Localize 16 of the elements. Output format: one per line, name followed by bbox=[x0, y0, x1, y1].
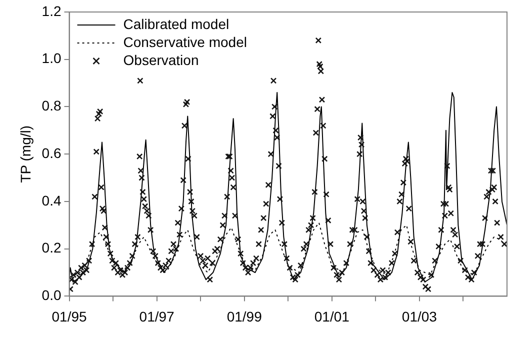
y-tick-label: 1.2 bbox=[42, 2, 62, 19]
y-tick-label: 0.0 bbox=[42, 287, 62, 304]
y-tick-label: 0.4 bbox=[42, 192, 62, 208]
y-axis-title: TP (mg/l) bbox=[17, 125, 34, 183]
legend-label: Calibrated model bbox=[123, 16, 230, 32]
y-tick-label: 0.2 bbox=[42, 240, 62, 256]
y-tick-label: 0.6 bbox=[42, 144, 62, 161]
x-tick-label: 01/03 bbox=[402, 308, 438, 324]
x-tick-label: 01/95 bbox=[52, 308, 87, 324]
legend-label: Conservative model bbox=[123, 34, 247, 50]
x-tick-label: 01/99 bbox=[226, 308, 262, 324]
y-tick-label: 0.8 bbox=[42, 98, 62, 114]
x-tick-label: 01/01 bbox=[314, 308, 350, 324]
x-tick-label: 01/97 bbox=[139, 308, 175, 324]
y-tick-label: 1.0 bbox=[42, 50, 62, 66]
legend-label: Observation bbox=[123, 52, 199, 68]
